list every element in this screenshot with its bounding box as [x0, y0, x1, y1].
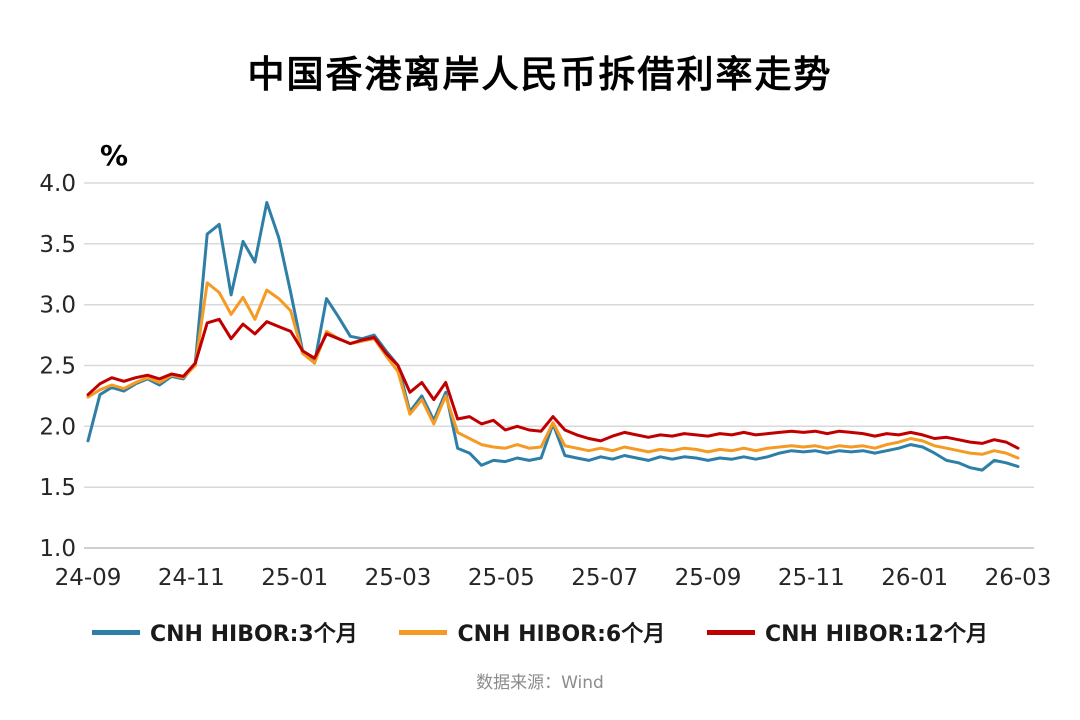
svg-text:25-03: 25-03 — [365, 565, 432, 591]
legend-label: CNH HIBOR:6个月 — [457, 622, 666, 647]
svg-text:4.0: 4.0 — [39, 171, 76, 197]
svg-text:3.0: 3.0 — [39, 293, 76, 319]
svg-text:26-01: 26-01 — [881, 565, 948, 591]
svg-text:3.5: 3.5 — [39, 232, 76, 258]
svg-text:25-07: 25-07 — [571, 565, 638, 591]
svg-text:26-03: 26-03 — [985, 565, 1052, 591]
svg-text:2.0: 2.0 — [39, 414, 76, 440]
svg-text:25-09: 25-09 — [675, 565, 742, 591]
svg-text:25-11: 25-11 — [778, 565, 845, 591]
legend-item-3m: CNH HIBOR:3个月 — [92, 616, 358, 648]
legend-swatch — [706, 629, 755, 635]
legend-swatch — [92, 629, 140, 635]
chart-title: 中国香港离岸人民币拆借利率走势 — [247, 53, 833, 96]
legend-item-6m: CNH HIBOR:6个月 — [399, 616, 665, 648]
svg-text:25-01: 25-01 — [261, 565, 328, 591]
svg-text:%: % — [100, 139, 128, 172]
legend-item-12m: CNH HIBOR:12个月 — [706, 616, 988, 648]
svg-text:2.5: 2.5 — [39, 354, 76, 380]
svg-text:1.0: 1.0 — [39, 536, 76, 562]
legend-swatch — [399, 629, 448, 635]
legend: CNH HIBOR:3个月 CNH HIBOR:6个月 CNH HIBOR:12… — [92, 616, 988, 648]
svg-text:25-05: 25-05 — [468, 565, 535, 591]
svg-text:24-09: 24-09 — [55, 565, 122, 591]
data-source: 数据来源：Wind — [476, 673, 604, 693]
legend-label: CNH HIBOR:3个月 — [150, 622, 358, 647]
svg-text:24-11: 24-11 — [158, 565, 225, 591]
svg-text:1.5: 1.5 — [39, 475, 76, 501]
legend-label: CNH HIBOR:12个月 — [764, 622, 988, 647]
